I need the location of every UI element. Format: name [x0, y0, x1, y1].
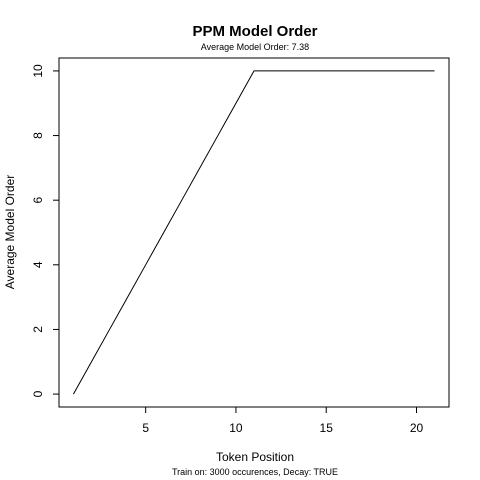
y-tick-label: 4	[31, 261, 45, 268]
chart-caption: Train on: 3000 occurences, Decay: TRUE	[172, 467, 338, 477]
y-tick-label: 6	[31, 197, 45, 204]
plot-frame	[58, 57, 450, 408]
y-tick-label: 10	[31, 64, 45, 78]
chart-title: PPM Model Order	[192, 23, 317, 40]
y-axis: 0 2 4 6 8 10	[31, 64, 60, 397]
x-tick-label: 5	[142, 421, 149, 435]
y-tick-label: 2	[31, 326, 45, 333]
x-axis-label: Token Position	[216, 450, 294, 464]
x-axis: 5 10 15 20	[142, 406, 424, 435]
chart-subtitle: Average Model Order: 7.38	[201, 42, 309, 52]
y-tick-label: 0	[31, 390, 45, 397]
y-tick-label: 8	[31, 132, 45, 139]
y-axis-label: Average Model Order	[3, 175, 17, 290]
series-line	[73, 70, 435, 395]
x-tick-label: 10	[229, 421, 243, 435]
x-tick-label: 15	[320, 421, 334, 435]
x-tick-label: 20	[410, 421, 424, 435]
